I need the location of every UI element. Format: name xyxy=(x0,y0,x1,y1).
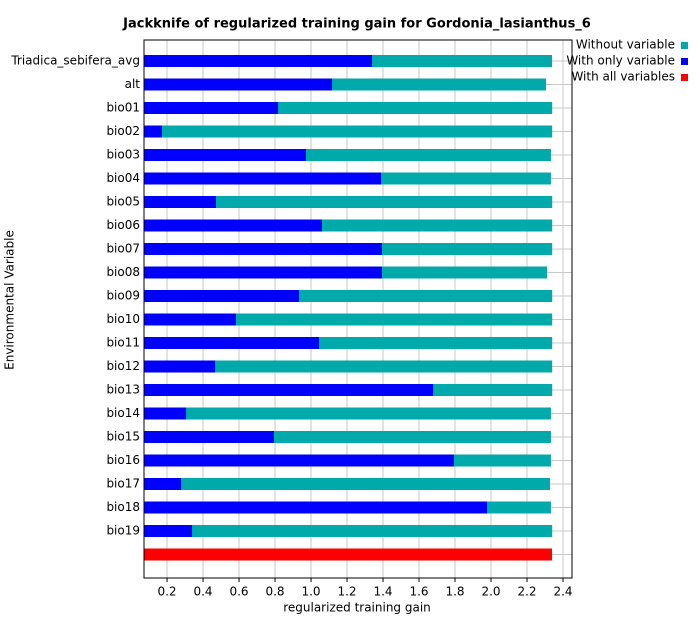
bar xyxy=(144,196,553,208)
y-tick-label: bio12 xyxy=(106,359,140,373)
bar xyxy=(144,78,333,91)
y-tick-label: bio01 xyxy=(106,101,140,115)
bar xyxy=(144,337,319,349)
y-axis-label: Environmental Variable xyxy=(3,230,17,370)
bar xyxy=(144,313,553,326)
legend-label: Without variable xyxy=(576,38,675,52)
bar xyxy=(144,431,274,443)
bar xyxy=(144,125,162,138)
bar xyxy=(144,548,553,561)
x-axis-label: regularized training gain xyxy=(283,601,431,615)
bar xyxy=(144,172,382,185)
x-tick-label: 2.2 xyxy=(517,585,536,599)
y-tick-label: bio05 xyxy=(106,195,140,209)
bar xyxy=(144,407,187,420)
bar xyxy=(144,102,279,114)
x-tick-label: 1.0 xyxy=(301,585,320,599)
bar xyxy=(144,407,551,420)
x-tick-label: 0.8 xyxy=(265,585,284,599)
y-tick-label: bio15 xyxy=(106,430,140,444)
bar xyxy=(144,149,306,161)
y-tick-label: bio07 xyxy=(106,242,140,256)
y-tick-label: bio10 xyxy=(106,312,140,326)
bar xyxy=(144,501,488,514)
legend-swatch xyxy=(681,74,688,81)
bar xyxy=(144,266,382,279)
bar xyxy=(144,360,553,373)
bar xyxy=(144,313,236,326)
x-tick-label: 1.4 xyxy=(373,585,392,599)
legend-label: With only variable xyxy=(566,54,675,68)
x-tick-label: 2.0 xyxy=(481,585,500,599)
x-tick-label: 0.4 xyxy=(193,585,212,599)
y-tick-label: bio17 xyxy=(106,477,140,491)
y-tick-label: Triadica_sebifera_avg xyxy=(10,54,140,68)
y-tick-label: bio14 xyxy=(106,406,140,420)
bar xyxy=(144,243,382,255)
x-tick-label: 1.8 xyxy=(445,585,464,599)
y-tick-label: bio09 xyxy=(106,289,140,303)
y-tick-label: alt xyxy=(125,77,141,91)
bar xyxy=(144,55,373,67)
y-tick-label: bio04 xyxy=(106,171,140,185)
x-tick-label: 1.6 xyxy=(409,585,428,599)
bar xyxy=(144,478,182,490)
bar xyxy=(144,125,553,138)
y-tick-label: bio16 xyxy=(106,453,140,467)
bar xyxy=(144,360,216,373)
chart-title: Jackknife of regularized training gain f… xyxy=(122,17,591,32)
x-tick-label: 2.4 xyxy=(553,585,572,599)
y-tick-label: bio03 xyxy=(106,148,140,162)
bar xyxy=(144,219,323,232)
bar xyxy=(144,478,551,490)
legend-swatch xyxy=(681,58,688,65)
bar xyxy=(144,384,434,396)
y-tick-label: bio13 xyxy=(106,383,140,397)
bar xyxy=(144,454,454,467)
bar xyxy=(144,196,216,208)
y-tick-label: bio06 xyxy=(106,218,140,232)
x-tick-label: 1.2 xyxy=(337,585,356,599)
x-tick-label: 0.6 xyxy=(229,585,248,599)
bar xyxy=(144,525,553,537)
bar xyxy=(144,525,193,537)
plot-frame xyxy=(143,39,573,579)
bar xyxy=(144,290,299,302)
y-tick-label: bio11 xyxy=(106,336,140,350)
y-tick-label: bio08 xyxy=(106,265,140,279)
y-tick-label: bio18 xyxy=(106,500,140,514)
y-tick-label: bio02 xyxy=(106,124,140,138)
y-tick-label: bio19 xyxy=(106,524,140,538)
legend-label: With all variables xyxy=(571,70,675,84)
x-tick-label: 0.2 xyxy=(157,585,176,599)
legend-swatch xyxy=(681,42,688,49)
